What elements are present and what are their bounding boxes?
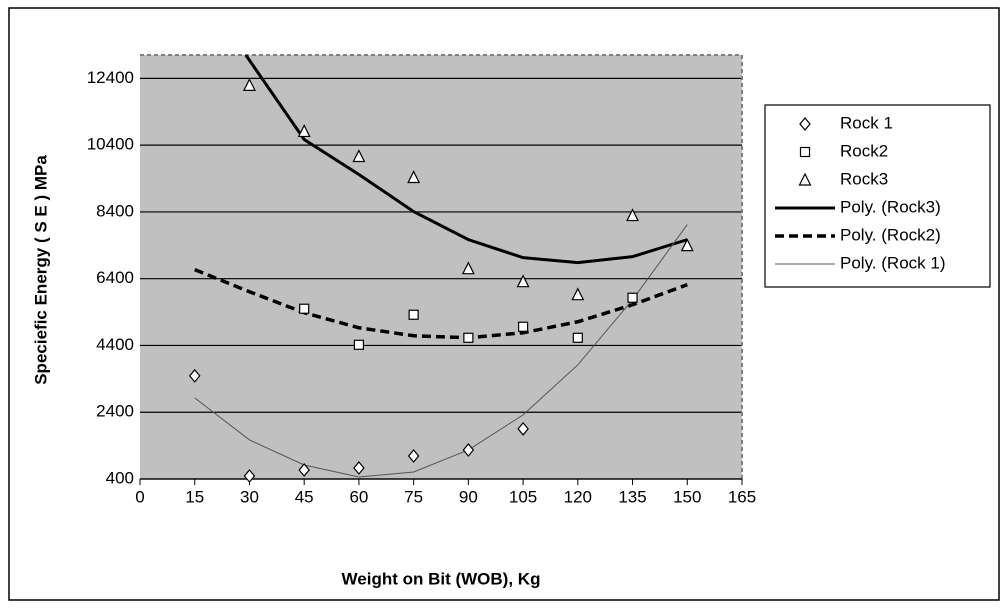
x-tick-label: 75 (404, 487, 423, 506)
x-tick-label: 45 (295, 487, 314, 506)
y-axis-label: Speciefic Energy ( S E ) MPa (31, 155, 50, 385)
marker-diamond (188, 368, 201, 383)
y-tick-label: 4400 (96, 335, 134, 354)
marker-diamond (243, 469, 256, 483)
x-tick-label: 165 (728, 487, 756, 506)
x-tick-label: 90 (459, 487, 478, 506)
legend-label: Rock 1 (840, 113, 893, 132)
marker-square (627, 292, 638, 303)
marker-diamond (462, 443, 475, 457)
y-tick-label: 6400 (96, 268, 134, 287)
marker-triangle (798, 172, 812, 186)
marker-square (408, 309, 419, 320)
marker-triangle (297, 124, 311, 138)
legend-label: Rock3 (840, 169, 888, 188)
marker-triangle (461, 261, 475, 275)
marker-square (463, 332, 474, 343)
legend-label: Poly. (Rock3) (840, 197, 941, 216)
marker-triangle (571, 287, 585, 301)
legend-box (764, 104, 991, 288)
marker-triangle (242, 78, 256, 91)
marker-triangle (680, 238, 694, 252)
x-axis-label: Weight on Bit (WOB), Kg (342, 569, 541, 588)
legend-label: Rock2 (840, 141, 888, 160)
y-tick-label: 8400 (96, 201, 134, 220)
x-tick-label: 15 (185, 487, 204, 506)
x-tick-label: 120 (564, 487, 592, 506)
marker-diamond (799, 117, 811, 131)
x-tick-label: 30 (240, 487, 259, 506)
x-tick-label: 105 (509, 487, 537, 506)
trendline (194, 224, 688, 478)
y-tick-label: 2400 (96, 402, 134, 421)
marker-square (353, 339, 365, 350)
marker-square (299, 303, 310, 314)
x-tick-label: 135 (618, 487, 646, 506)
x-tick-label: 0 (135, 487, 144, 506)
plot-area (140, 55, 742, 479)
trendline (194, 268, 688, 340)
marker-triangle (516, 274, 530, 288)
trendlines (194, 55, 688, 478)
x-tick-label: 150 (673, 487, 701, 506)
y-tick-label: 400 (106, 468, 134, 487)
legend-label: Poly. (Rock 1) (840, 253, 946, 272)
x-tick-label: 60 (349, 487, 368, 506)
marker-square (799, 146, 811, 158)
y-tick-label: 12400 (87, 68, 134, 87)
marker-diamond (517, 421, 529, 436)
marker-square (517, 321, 529, 332)
marker-diamond (353, 461, 365, 475)
marker-diamond (298, 463, 310, 477)
legend-label: Poly. (Rock2) (840, 225, 941, 244)
y-tick-label: 10400 (87, 135, 134, 154)
marker-triangle (626, 208, 640, 222)
marker-diamond (407, 449, 420, 463)
marker-triangle (407, 170, 421, 184)
trendline (244, 55, 688, 265)
marker-triangle (352, 149, 366, 163)
marker-square (572, 332, 583, 343)
